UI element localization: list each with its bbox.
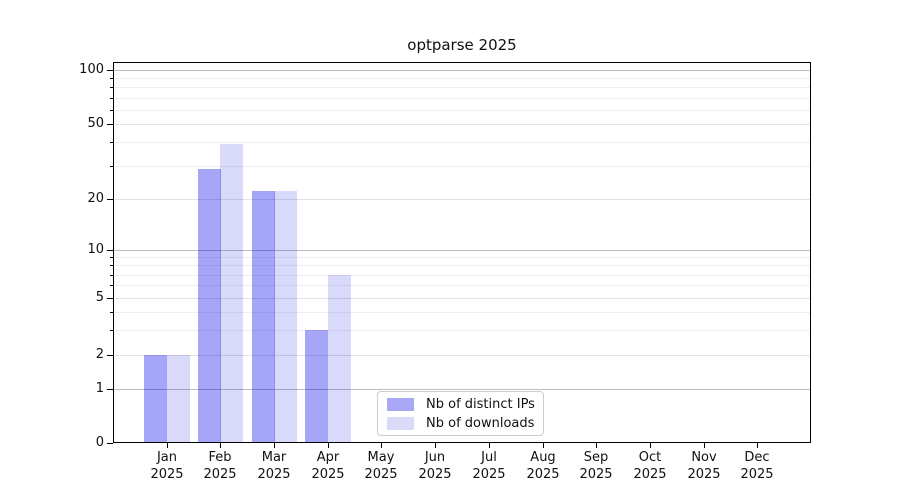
- gridline-minor: [113, 312, 811, 313]
- x-axis-label: Sep 2025: [579, 450, 613, 482]
- y-axis-tick: [107, 389, 113, 390]
- x-axis-tick: [220, 443, 221, 448]
- x-axis-label: Feb 2025: [203, 450, 237, 482]
- x-axis-tick: [489, 443, 490, 448]
- gridline-minor: [113, 166, 811, 167]
- x-axis-label: Aug 2025: [526, 450, 560, 482]
- gridline-minor: [113, 110, 811, 111]
- gridline-minor: [113, 257, 811, 258]
- y-axis-minor-tick: [110, 257, 113, 258]
- y-axis-minor-tick: [110, 78, 113, 79]
- x-axis-tick: [757, 443, 758, 448]
- y-axis-label: 10: [87, 242, 104, 257]
- y-axis-minor-tick: [110, 265, 113, 266]
- y-axis-tick: [107, 250, 113, 251]
- y-axis-label: 5: [95, 290, 104, 305]
- y-axis-minor-tick: [110, 110, 113, 111]
- y-axis-label: 100: [79, 62, 104, 77]
- y-axis-minor-tick: [110, 98, 113, 99]
- x-axis-label: Jan 2025: [150, 450, 184, 482]
- gridline-major: [113, 70, 811, 71]
- gridline-major: [113, 250, 811, 251]
- legend-item: Nb of downloads: [378, 414, 543, 433]
- y-axis-tick: [107, 70, 113, 71]
- gridline-minor: [113, 98, 811, 99]
- y-axis-tick: [107, 298, 113, 299]
- y-axis-minor-tick: [110, 142, 113, 143]
- gridline-minor: [113, 142, 811, 143]
- bar-downloads-apr: [328, 275, 351, 443]
- gridline-minor: [113, 285, 811, 286]
- x-axis-tick: [596, 443, 597, 448]
- x-axis-label: Apr 2025: [311, 450, 345, 482]
- bar-distinct-ips-jan: [144, 355, 167, 443]
- y-axis-label: 50: [87, 116, 104, 131]
- bar-distinct-ips-apr: [305, 330, 328, 443]
- gridline-major: [113, 199, 811, 200]
- bar-downloads-jan: [167, 355, 190, 443]
- x-axis-label: May 2025: [364, 450, 398, 482]
- y-axis-tick: [107, 443, 113, 444]
- y-axis-label: 20: [87, 191, 104, 206]
- gridline-minor: [113, 78, 811, 79]
- y-axis-minor-tick: [110, 330, 113, 331]
- bar-downloads-mar: [274, 191, 297, 443]
- legend-swatch-downloads: [387, 417, 414, 430]
- chart-title: optparse 2025: [407, 36, 517, 54]
- bar-downloads-feb: [220, 144, 243, 443]
- x-axis-label: Oct 2025: [633, 450, 667, 482]
- gridline-major: [113, 389, 811, 390]
- x-axis-label: Dec 2025: [740, 450, 774, 482]
- gridline-minor: [113, 265, 811, 266]
- legend-label: Nb of distinct IPs: [426, 397, 535, 412]
- x-axis-tick: [328, 443, 329, 448]
- legend: Nb of distinct IPs Nb of downloads: [377, 391, 544, 436]
- y-axis-tick: [107, 355, 113, 356]
- x-axis-tick: [274, 443, 275, 448]
- bar-distinct-ips-mar: [252, 191, 275, 443]
- y-axis-minor-tick: [110, 87, 113, 88]
- gridline-minor: [113, 87, 811, 88]
- y-axis-label: 0: [95, 435, 104, 450]
- gridline-major: [113, 355, 811, 356]
- gridline-major: [113, 298, 811, 299]
- x-axis-tick: [704, 443, 705, 448]
- y-axis-minor-tick: [110, 312, 113, 313]
- gridline-minor: [113, 275, 811, 276]
- x-axis-label: Nov 2025: [687, 450, 721, 482]
- plot-area: Nb of distinct IPs Nb of downloads: [113, 62, 811, 443]
- y-axis-label: 1: [95, 381, 104, 396]
- x-axis-label: Jun 2025: [418, 450, 452, 482]
- y-axis-minor-tick: [110, 275, 113, 276]
- y-axis-tick: [107, 199, 113, 200]
- bar-distinct-ips-feb: [198, 169, 221, 443]
- gridlines-layer: [113, 62, 811, 443]
- y-axis-tick: [107, 124, 113, 125]
- bars-layer: [113, 62, 811, 443]
- y-axis-minor-tick: [110, 285, 113, 286]
- x-axis-label: Mar 2025: [257, 450, 291, 482]
- y-axis-label: 2: [95, 347, 104, 362]
- legend-label: Nb of downloads: [426, 416, 535, 431]
- x-axis-tick: [167, 443, 168, 448]
- gridline-major: [113, 124, 811, 125]
- legend-item: Nb of distinct IPs: [378, 395, 543, 414]
- y-axis-minor-tick: [110, 166, 113, 167]
- x-axis-tick: [650, 443, 651, 448]
- x-axis-tick: [381, 443, 382, 448]
- legend-swatch-distinct-ips: [387, 398, 414, 411]
- x-axis-label: Jul 2025: [472, 450, 506, 482]
- x-axis-tick: [543, 443, 544, 448]
- gridline-minor: [113, 330, 811, 331]
- x-axis-tick: [435, 443, 436, 448]
